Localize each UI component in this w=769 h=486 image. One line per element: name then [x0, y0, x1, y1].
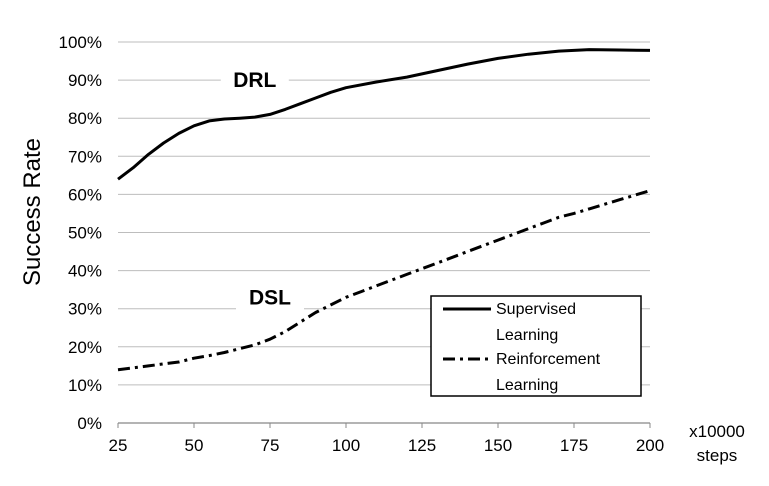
x-tick-label: 75 [261, 436, 280, 455]
legend: Supervised Learning Reinforcement Learni… [430, 295, 642, 397]
y-tick-label: 80% [68, 109, 102, 128]
y-axis-label: Success Rate [19, 138, 46, 286]
legend-label-supervised-1: Supervised [496, 301, 576, 318]
y-tick-label: 10% [68, 376, 102, 395]
axes [117, 422, 651, 428]
x-tick-label: 150 [484, 436, 512, 455]
series-line-supervised [117, 48, 651, 181]
x-tick-label: 100 [332, 436, 360, 455]
y-tick-label: 40% [68, 262, 102, 281]
x-tick-label: 25 [109, 436, 128, 455]
x-tick-label: 200 [636, 436, 664, 455]
annotation-background [220, 63, 289, 94]
legend-label-supervised-2: Learning [496, 327, 558, 344]
y-tick-label: 100% [59, 33, 102, 52]
y-tick-label: 20% [68, 338, 102, 357]
y-tick-label: 0% [77, 414, 102, 433]
y-tick-label: 60% [68, 185, 102, 204]
legend-label-reinforcement-1: Reinforcement [496, 351, 601, 368]
legend-label-reinforcement-2: Learning [496, 377, 558, 394]
x-tick-label: 50 [185, 436, 204, 455]
annotation-dsl: DSL [249, 286, 291, 309]
annotations: DRL DSL [220, 63, 304, 311]
y-tick-label: 50% [68, 224, 102, 243]
legend-box [430, 295, 642, 397]
x-tick-label: 125 [408, 436, 436, 455]
annotation-drl: DRL [233, 69, 276, 92]
annotation-background [236, 280, 304, 311]
series-group [117, 48, 651, 372]
tick-labels: 0% 10% 20% 30% 40% 50% 60% 70% 80% 90% 100% 25 50 75 1… [59, 33, 665, 455]
x-tick-label: 175 [560, 436, 588, 455]
x-unit-label-line-2: steps [697, 446, 738, 465]
series-line-reinforcement [117, 189, 651, 372]
y-tick-label: 30% [68, 300, 102, 319]
x-unit-label-line-1: x10000 [689, 422, 745, 441]
y-tick-label: 90% [68, 71, 102, 90]
y-tick-label: 70% [68, 147, 102, 166]
